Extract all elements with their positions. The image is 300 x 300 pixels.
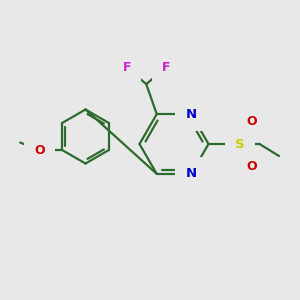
Text: F: F <box>161 61 170 74</box>
Text: N: N <box>186 167 197 180</box>
Text: O: O <box>247 115 257 128</box>
Text: S: S <box>235 137 245 151</box>
Text: N: N <box>186 108 197 121</box>
Text: F: F <box>122 61 131 74</box>
Text: O: O <box>34 143 45 157</box>
Text: O: O <box>247 160 257 173</box>
